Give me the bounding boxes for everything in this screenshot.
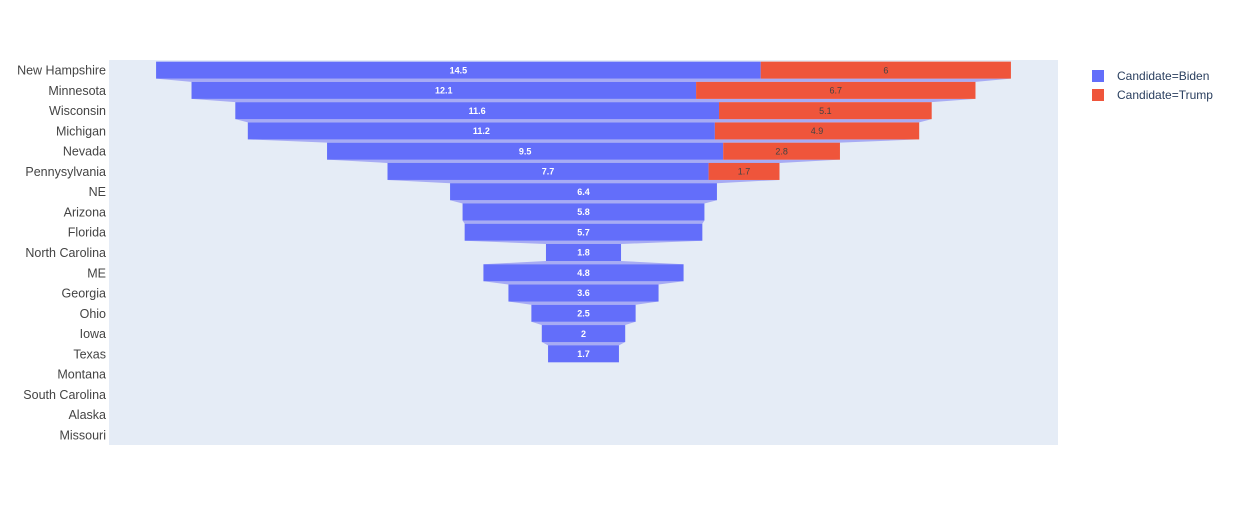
label-biden-michigan: 11.2 — [473, 126, 490, 136]
label-biden-nevada: 9.5 — [519, 146, 532, 156]
connector-north-carolina — [483, 261, 684, 265]
label-biden-ohio: 2.5 — [577, 308, 590, 318]
connector-georgia — [508, 301, 659, 305]
legend-label: Candidate=Trump — [1117, 87, 1213, 102]
bar-biden-new-hampshire[interactable] — [156, 61, 761, 79]
bar-biden-arizona[interactable] — [462, 203, 705, 221]
label-trump-michigan: 4.9 — [811, 126, 824, 136]
legend-swatch — [1092, 88, 1104, 101]
label-biden-new-hampshire: 14.5 — [450, 65, 468, 75]
label-biden-texas: 1.7 — [577, 349, 590, 359]
connector-minnesota — [191, 98, 976, 103]
connector-florida — [464, 240, 703, 244]
y-label-minnesota: Minnesota — [48, 84, 106, 98]
label-biden-north-carolina: 1.8 — [577, 248, 590, 258]
label-trump-pennysylvania: 1.7 — [738, 167, 751, 177]
connector-arizona — [462, 220, 705, 224]
legend-label: Candidate=Biden — [1117, 68, 1210, 83]
y-axis-labels: New Hampshire Minnesota Wisconsin Michigan N… — [17, 64, 106, 443]
bar-biden-ne[interactable] — [450, 183, 717, 201]
bar-biden-georgia[interactable] — [508, 284, 659, 302]
label-biden-pennysylvania: 7.7 — [542, 167, 555, 177]
y-label-iowa: Iowa — [80, 327, 106, 341]
connector-pennysylvania — [387, 179, 780, 184]
label-trump-new-hampshire: 6 — [883, 65, 888, 75]
bar-biden-florida[interactable] — [464, 223, 703, 241]
legend-swatch — [1092, 69, 1104, 82]
bar-biden-north-carolina[interactable] — [545, 244, 622, 261]
y-label-texas: Texas — [73, 347, 106, 361]
bar-biden-wisconsin[interactable] — [235, 102, 720, 120]
y-label-missouri: Missouri — [59, 428, 106, 442]
label-trump-minnesota: 6.7 — [830, 86, 843, 96]
legend: Candidate=Biden Candidate=Trump — [1092, 66, 1213, 104]
label-biden-arizona: 5.8 — [577, 207, 590, 217]
connector-wisconsin — [235, 119, 932, 123]
label-biden-florida: 5.7 — [577, 227, 590, 237]
legend-item-candidate-trump[interactable]: Candidate=Trump — [1092, 85, 1213, 104]
bar-trump-wisconsin[interactable] — [719, 102, 932, 120]
connector-me — [483, 281, 684, 285]
y-label-south-carolina: South Carolina — [23, 388, 106, 402]
bars — [156, 61, 1011, 363]
bar-biden-ohio[interactable] — [531, 304, 636, 322]
bar-biden-minnesota[interactable] — [191, 81, 697, 99]
label-trump-nevada: 2.8 — [775, 146, 788, 156]
bar-biden-me[interactable] — [483, 264, 684, 282]
connector-ohio — [531, 321, 636, 326]
bar-trump-nevada[interactable] — [723, 142, 840, 160]
connectors — [156, 78, 1011, 346]
bar-biden-nevada[interactable] — [327, 142, 724, 160]
bar-trump-new-hampshire[interactable] — [760, 61, 1011, 79]
bar-trump-minnesota[interactable] — [696, 81, 976, 99]
connector-nevada — [327, 159, 840, 163]
label-trump-wisconsin: 5.1 — [819, 106, 832, 116]
y-label-montana: Montana — [57, 368, 106, 382]
bar-labels: 14.5 6 12.1 6.7 11.6 5.1 11.2 4.9 9.5 2.8 7.7 1.7 6.… — [435, 65, 888, 359]
connector-new-hampshire — [156, 78, 1011, 82]
y-label-wisconsin: Wisconsin — [49, 104, 106, 118]
y-label-me: ME — [87, 266, 106, 280]
bar-biden-texas[interactable] — [548, 345, 619, 363]
y-label-michigan: Michigan — [56, 124, 106, 138]
label-biden-minnesota: 12.1 — [435, 86, 453, 96]
bar-trump-michigan[interactable] — [714, 122, 920, 140]
connector-ne — [450, 200, 717, 204]
y-label-ne: NE — [89, 185, 106, 199]
y-label-arizona: Arizona — [64, 205, 106, 219]
bar-trump-pennysylvania[interactable] — [708, 162, 780, 180]
bar-biden-iowa[interactable] — [541, 325, 626, 343]
connector-iowa — [541, 342, 626, 346]
bar-biden-michigan[interactable] — [247, 122, 715, 140]
y-label-nevada: Nevada — [63, 145, 106, 159]
y-label-georgia: Georgia — [62, 287, 107, 301]
y-label-alaska: Alaska — [68, 408, 106, 422]
y-label-new-hampshire: New Hampshire — [17, 64, 106, 78]
label-biden-georgia: 3.6 — [577, 288, 590, 298]
y-label-pennysylvania: Pennysylvania — [25, 165, 106, 179]
label-biden-me: 4.8 — [577, 268, 590, 278]
label-biden-iowa: 2 — [581, 329, 586, 339]
label-biden-ne: 6.4 — [577, 187, 590, 197]
legend-item-candidate-biden[interactable]: Candidate=Biden — [1092, 66, 1213, 85]
bar-biden-pennysylvania[interactable] — [387, 162, 709, 180]
y-label-florida: Florida — [68, 226, 106, 240]
y-label-north-carolina: North Carolina — [25, 246, 106, 260]
label-biden-wisconsin: 11.6 — [469, 106, 486, 116]
connector-michigan — [247, 139, 920, 143]
y-label-ohio: Ohio — [80, 307, 106, 321]
